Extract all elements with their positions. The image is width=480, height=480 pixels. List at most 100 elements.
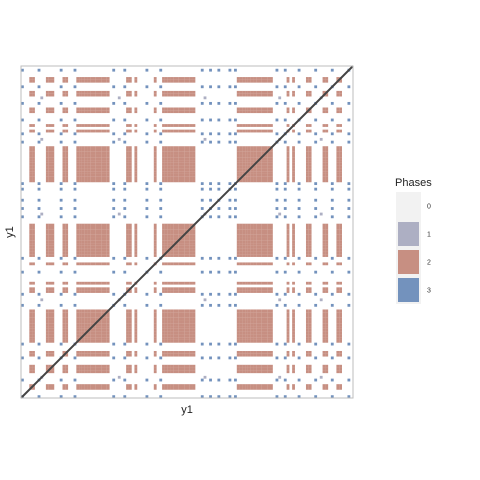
recurrence-cell [339,79,342,83]
recurrence-cell [236,367,240,371]
recurrence-cell [65,309,69,313]
recurrence-cell [84,226,88,230]
recurrence-cell [128,364,132,368]
recurrence-cell [101,320,105,324]
recurrence-cell [184,386,188,390]
recurrence-cell [90,331,93,335]
recurrence-cell [173,251,176,255]
recurrence-cell [175,162,179,166]
recurrence-cell [104,129,107,133]
recurrence-cell [239,179,243,183]
recurrence-cell [98,320,102,324]
recurrence-cell [192,290,196,293]
recurrence-cell [239,124,243,127]
recurrence-cell [181,226,185,230]
recurrence-cell [98,124,102,127]
recurrence-cell [256,129,259,133]
recurrence-cell [336,245,340,249]
recurrence-cell [51,173,55,177]
recurrence-cell [65,79,69,83]
recurrence-cell [51,386,55,390]
recurrence-cell [245,326,248,329]
recurrence-cell [87,160,91,163]
recurrence-cell [92,243,96,246]
recurrence-cell [32,171,35,174]
recurrence-cell [247,243,251,246]
recurrence-cell [87,262,91,266]
recurrence-cell [286,232,290,235]
recurrence-cell [178,226,182,230]
recurrence-cell [270,90,273,94]
recurrence-cell [261,317,265,321]
recurrence-cell [336,251,340,255]
recurrence-cell [106,240,110,244]
recurrence-cell [297,215,301,219]
recurrence-cell [65,364,69,368]
recurrence-cell [286,110,290,114]
recurrence-cell [325,124,329,127]
recurrence-cell [48,157,52,161]
recurrence-cell [258,317,262,321]
recurrence-cell [261,331,265,335]
recurrence-cell [181,323,185,327]
recurrence-cell [76,334,80,338]
recurrence-cell [126,339,129,343]
recurrence-cell [322,223,326,227]
recurrence-cell [261,93,265,97]
recurrence-cell [29,79,33,83]
recurrence-cell [184,323,188,327]
recurrence-cell [189,223,193,227]
recurrence-cell [175,370,179,374]
recurrence-cell [217,85,221,89]
recurrence-cell [261,165,265,169]
recurrence-cell [79,107,82,111]
recurrence-cell [106,317,110,321]
recurrence-cell [286,262,290,266]
recurrence-cell [267,237,271,241]
recurrence-cell [247,323,251,327]
recurrence-cell [79,243,82,246]
recurrence-cell [104,248,107,252]
recurrence-cell [234,378,237,382]
recurrence-cell [270,251,273,255]
recurrence-cell [87,254,91,257]
recurrence-cell [98,334,102,338]
recurrence-cell [159,270,163,274]
recurrence-cell [90,353,93,357]
recurrence-cell [192,168,196,172]
recurrence-cell [87,149,91,152]
recurrence-cell [339,353,342,357]
recurrence-cell [164,237,168,241]
recurrence-cell [51,171,55,174]
recurrence-cell [45,317,49,321]
recurrence-cell [217,270,221,274]
recurrence-cell [79,149,82,152]
recurrence-cell [51,154,55,158]
recurrence-cell [167,320,171,324]
recurrence-cell [48,165,52,169]
recurrence-cell [167,110,171,114]
recurrence-cell [98,350,102,354]
recurrence-cell [189,176,193,180]
recurrence-cell [106,312,110,316]
recurrence-cell [126,234,129,238]
recurrence-cell [51,162,55,166]
recurrence-cell [292,339,295,343]
recurrence-cell [242,79,246,83]
recurrence-cell [95,248,99,252]
recurrence-cell [90,287,93,291]
recurrence-cell [245,251,248,255]
recurrence-cell [79,129,82,133]
recurrence-cell [84,339,88,343]
recurrence-cell [264,240,268,244]
recurrence-cell [37,187,41,191]
recurrence-cell [48,226,52,230]
recurrence-cell [173,93,176,97]
recurrence-cell [173,315,176,318]
recurrence-cell [45,107,49,111]
recurrence-cell [84,154,88,158]
recurrence-cell [173,334,176,338]
recurrence-cell [92,254,96,257]
recurrence-cell [145,395,149,399]
recurrence-cell [308,168,312,172]
